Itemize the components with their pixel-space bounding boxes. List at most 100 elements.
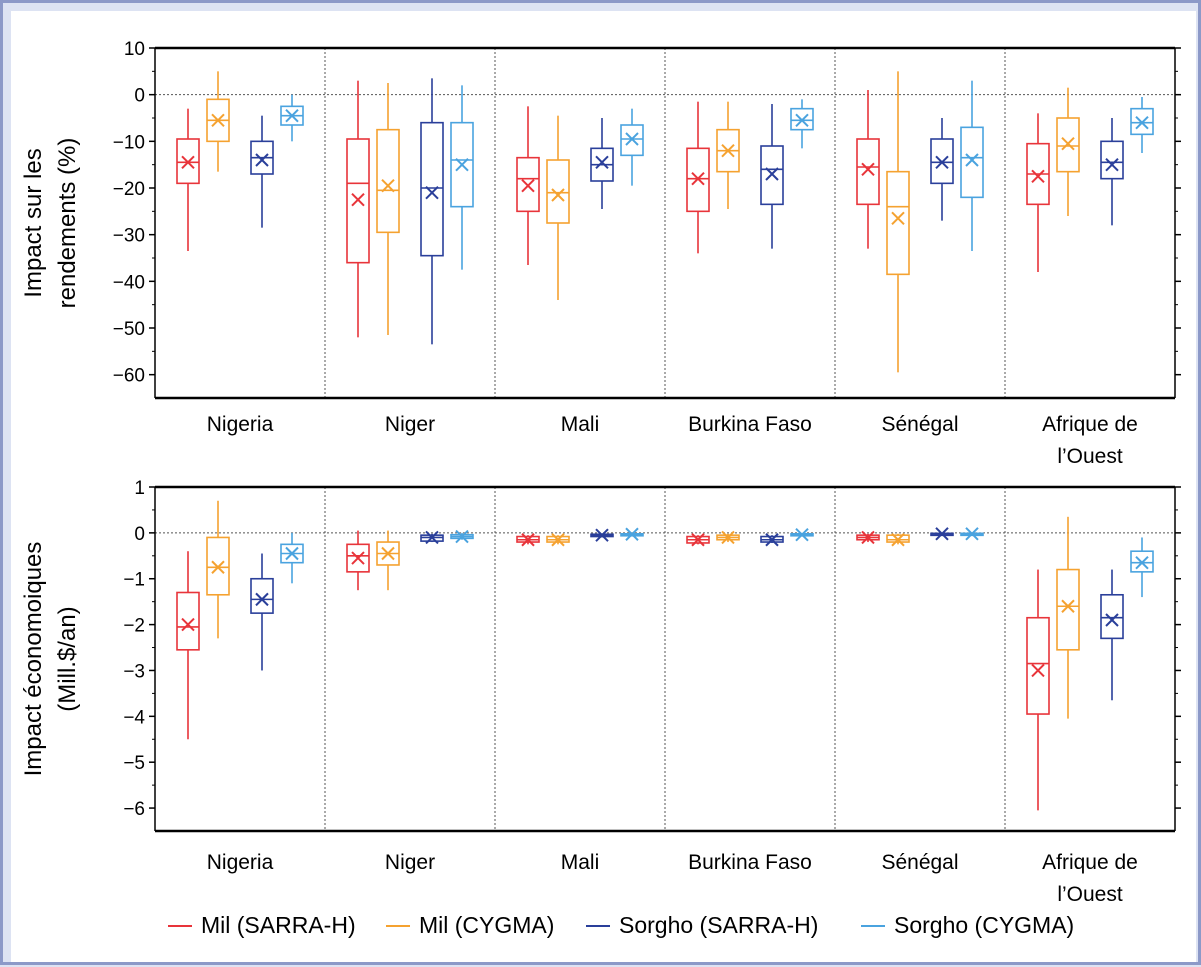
box-iqr [450, 121, 474, 208]
box-mean-marker [211, 113, 225, 128]
box-iqr [930, 138, 954, 185]
box-mean-marker [691, 171, 705, 186]
category-label: Niger [385, 851, 435, 874]
box-iqr [250, 577, 274, 614]
legend-item: Sorgho (SARRA-H) [586, 912, 818, 938]
box-mean-marker [891, 211, 905, 226]
box-mil-sarra-h [856, 90, 880, 249]
box-sorgho-cygma [450, 85, 474, 270]
box-mean-marker [1061, 599, 1075, 613]
y-tick-label: −5 [123, 753, 145, 774]
box-mil-cygma [716, 530, 740, 545]
box-mean-marker [891, 533, 905, 547]
box-iqr [420, 121, 444, 257]
box-iqr [1130, 107, 1154, 136]
box-iqr [1100, 593, 1124, 640]
box-mean-marker [551, 533, 565, 547]
box-mil-cygma [886, 71, 910, 373]
category-label: Sénégal [881, 851, 958, 874]
y-tick-label: −30 [113, 226, 145, 247]
box-sorgho-cygma [280, 532, 304, 584]
y-tick-label: 0 [134, 86, 145, 107]
box-sorgho-cygma [1130, 97, 1154, 153]
box-mean-marker [255, 592, 269, 607]
legend-label: Sorgho (SARRA-H) [619, 912, 818, 938]
legend-label: Mil (SARRA-H) [201, 912, 356, 938]
box-mean-marker [765, 167, 779, 181]
box-iqr [856, 138, 880, 206]
y-tick-label: −1 [123, 570, 145, 591]
box-mean-marker [285, 108, 299, 123]
box-mean-marker [861, 162, 875, 177]
box-mil-cygma [206, 500, 230, 639]
box-sorgho-sarra-h [250, 553, 274, 671]
box-sorgho-cygma [960, 527, 984, 541]
box-iqr [546, 159, 570, 224]
y-tick-label: 1 [134, 478, 145, 499]
box-iqr [206, 536, 230, 596]
box-sorgho-sarra-h [930, 118, 954, 221]
box-mil-cygma [376, 83, 400, 335]
box-mean-marker [181, 617, 195, 632]
box-sorgho-cygma [450, 529, 474, 544]
box-iqr [790, 107, 814, 131]
box-mil-cygma [1056, 87, 1080, 216]
box-mil-cygma [1056, 516, 1080, 719]
box-mil-cygma [546, 115, 570, 300]
box-mil-sarra-h [346, 530, 370, 591]
box-mean-marker [625, 132, 639, 146]
box-iqr [886, 534, 910, 543]
box-iqr [176, 138, 200, 185]
box-sorgho-sarra-h [930, 527, 954, 541]
box-iqr [760, 145, 784, 206]
box-mean-marker [1135, 555, 1149, 570]
box-mean-marker [765, 533, 779, 547]
box-iqr [886, 170, 910, 276]
box-iqr [1056, 117, 1080, 173]
box-mean-marker [521, 178, 535, 193]
box-mean-marker [721, 143, 735, 158]
category-label: Sénégal [881, 413, 958, 436]
box-sorgho-cygma [790, 99, 814, 149]
box-mean-marker [285, 546, 299, 561]
y-tick-label: −4 [123, 707, 145, 728]
box-mil-cygma [546, 533, 570, 547]
box-iqr [960, 126, 984, 199]
box-mean-marker [625, 527, 639, 541]
box-iqr [686, 147, 710, 213]
box-mean-marker [691, 533, 705, 547]
box-mean-marker [521, 533, 535, 547]
box-sorgho-sarra-h [420, 78, 444, 345]
category-label: Nigeria [207, 413, 274, 436]
y-tick-label: −40 [113, 272, 145, 293]
box-mean-marker [1105, 613, 1119, 627]
box-sorgho-cygma [1130, 537, 1154, 598]
box-mean-marker [381, 546, 395, 561]
box-iqr [1100, 140, 1124, 180]
box-sorgho-sarra-h [250, 115, 274, 228]
y-axis-label: (Mill.$/an) [54, 606, 81, 711]
y-tick-label: −50 [113, 319, 145, 340]
box-mean-marker [1061, 136, 1075, 151]
chart-panel-1: 10 0 −10 −20 −30 −40 −50 −60 Impact sur les rende… [20, 39, 1181, 468]
y-tick-label: −10 [113, 132, 145, 153]
category-label: Burkina Faso [688, 413, 812, 436]
box-mil-sarra-h [856, 530, 880, 545]
box-mean-marker [935, 155, 949, 170]
category-label: Afrique de [1042, 413, 1138, 436]
box-mean-marker [965, 153, 979, 167]
box-sorgho-cygma [960, 80, 984, 251]
figure-panel: 10 0 −10 −20 −30 −40 −50 −60 Impact sur les rende… [11, 11, 1196, 962]
box-mil-sarra-h [1026, 569, 1050, 811]
y-tick-label: 0 [134, 524, 145, 545]
box-mean-marker [1031, 169, 1045, 184]
box-mean-marker [1105, 157, 1119, 172]
box-mil-cygma [206, 71, 230, 172]
y-axis-label: rendements (%) [54, 138, 81, 309]
box-mean-marker [181, 155, 195, 170]
box-sorgho-cygma [620, 108, 644, 186]
box-iqr [620, 124, 644, 157]
box-mean-marker [351, 192, 365, 207]
box-mean-marker [211, 560, 225, 574]
legend-label: Sorgho (CYGMA) [894, 912, 1074, 938]
